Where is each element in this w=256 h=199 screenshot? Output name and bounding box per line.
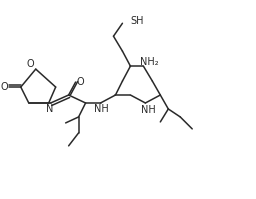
- Text: NH: NH: [141, 105, 156, 115]
- Text: NH: NH: [94, 104, 109, 114]
- Text: O: O: [77, 77, 84, 87]
- Text: N: N: [46, 104, 54, 114]
- Text: SH: SH: [130, 16, 144, 26]
- Text: NH₂: NH₂: [140, 57, 159, 67]
- Text: O: O: [27, 59, 35, 69]
- Text: O: O: [0, 82, 8, 92]
